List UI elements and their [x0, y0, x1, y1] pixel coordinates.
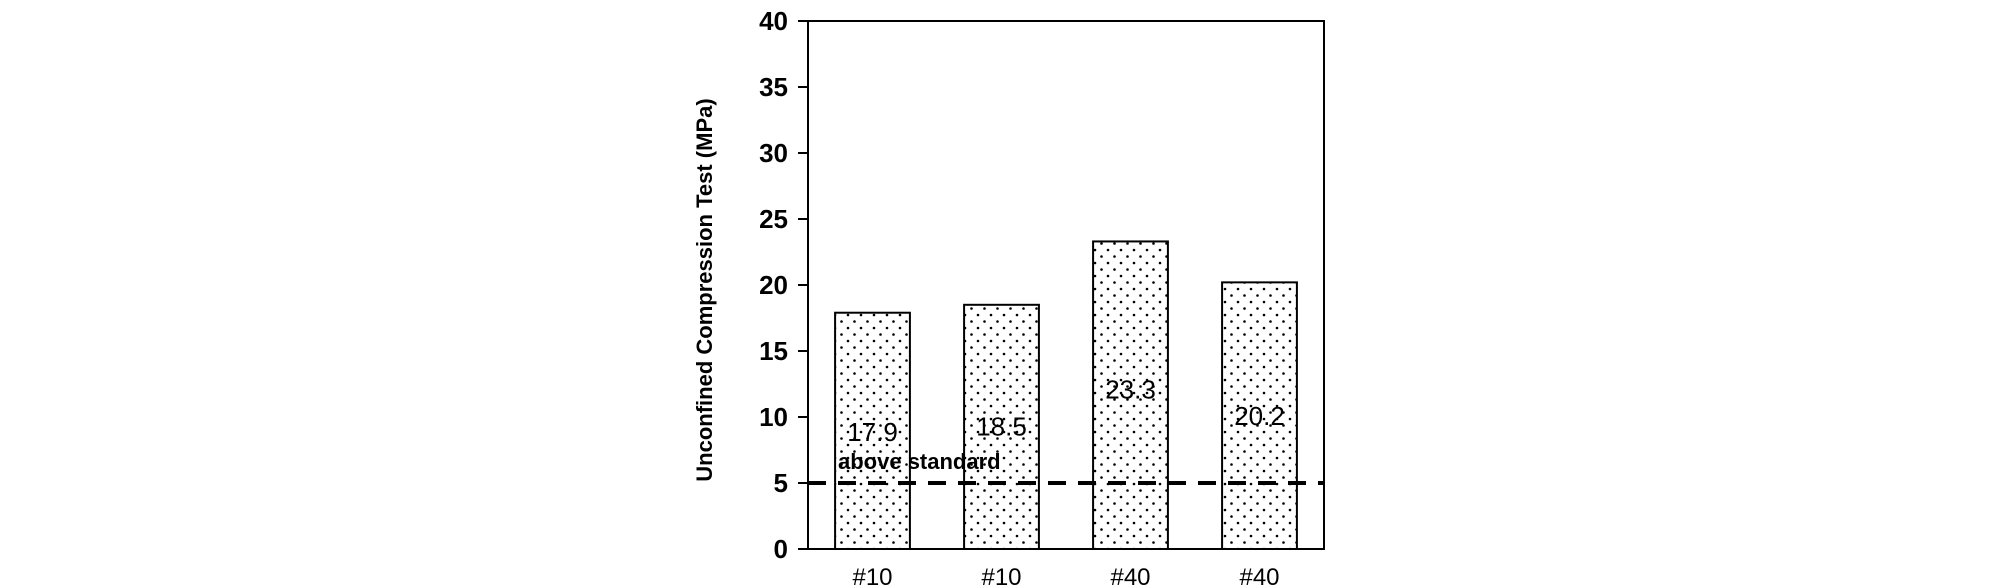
- reference-line-label: above standard: [838, 449, 1001, 474]
- y-axis-title: Unconfined Compression Test (MPa): [692, 98, 717, 481]
- data-label: 17.9: [847, 417, 898, 447]
- x-tick-label: #40: [1239, 564, 1279, 588]
- y-axis: 0 5 10 15 20 25 30 35 40: [759, 6, 808, 564]
- data-labels: 17.9 18.5 23.3 20.2: [847, 375, 1285, 447]
- y-tick-label: 0: [774, 534, 788, 564]
- x-tick-label: #40: [1110, 564, 1150, 588]
- y-tick-label: 25: [759, 204, 788, 234]
- bars: [834, 240, 1298, 550]
- x-tick-label: #10: [981, 564, 1021, 588]
- x-axis: #10 #10 #40 #40: [852, 564, 1279, 588]
- data-label: 18.5: [976, 411, 1027, 441]
- y-tick-label: 10: [759, 402, 788, 432]
- bar: [1221, 281, 1298, 550]
- bar: [1092, 240, 1169, 550]
- bar: [963, 303, 1040, 550]
- y-tick-label: 30: [759, 138, 788, 168]
- y-tick-label: 35: [759, 72, 788, 102]
- x-tick-label: #10: [852, 564, 892, 588]
- y-tick-label: 5: [774, 468, 788, 498]
- y-tick-label: 20: [759, 270, 788, 300]
- data-label: 20.2: [1234, 401, 1285, 431]
- bar: [834, 311, 911, 550]
- y-tick-label: 15: [759, 336, 788, 366]
- y-tick-label: 40: [759, 6, 788, 36]
- data-label: 23.3: [1105, 375, 1156, 405]
